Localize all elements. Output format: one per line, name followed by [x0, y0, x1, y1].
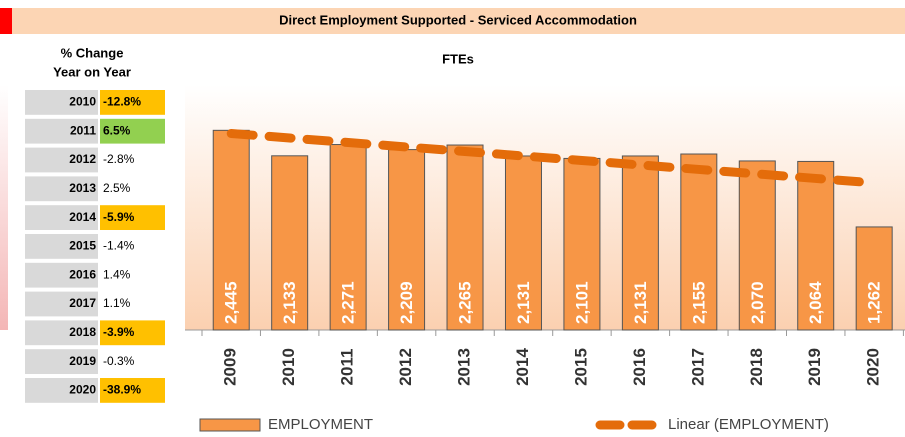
x-tick-label: 2016 — [630, 348, 649, 386]
trend-line — [226, 129, 879, 188]
x-tick-label: 2015 — [571, 348, 590, 386]
value-label: 1,262 — [865, 281, 884, 324]
year-label: 2012 — [69, 152, 96, 166]
change-label: -38.9% — [103, 383, 141, 397]
x-tick-label: 2010 — [279, 348, 298, 386]
change-label: -2.8% — [103, 152, 135, 166]
value-label: 2,070 — [748, 281, 767, 324]
year-label: 2017 — [69, 296, 96, 310]
value-label: 2,131 — [631, 281, 650, 324]
x-tick-label: 2013 — [455, 348, 474, 386]
bar — [504, 155, 542, 331]
year-cell — [25, 205, 98, 230]
value-label: 2,445 — [222, 281, 241, 324]
change-cell — [100, 378, 165, 403]
x-tick-label: 2017 — [688, 348, 707, 386]
change-cell — [100, 118, 165, 144]
bar — [446, 144, 484, 331]
change-cell — [100, 205, 165, 230]
x-tick-label: 2018 — [747, 348, 766, 386]
header-title: Direct Employment Supported - Serviced A… — [279, 12, 637, 27]
year-cell — [25, 90, 98, 115]
value-label: 2,155 — [689, 281, 708, 324]
change-label: 1.4% — [103, 267, 131, 281]
header-bar — [12, 8, 905, 34]
year-label: 2019 — [69, 354, 96, 368]
change-label: 2.5% — [103, 181, 131, 195]
bar — [388, 149, 426, 331]
year-cell — [25, 234, 98, 259]
year-cell — [25, 320, 98, 346]
bar — [855, 226, 893, 331]
chart-title: FTEs — [442, 51, 474, 66]
table-title: % Change — [61, 45, 124, 60]
change-label: -1.4% — [103, 239, 135, 253]
change-label: -5.9% — [103, 210, 135, 224]
x-tick-label: 2011 — [338, 349, 357, 386]
year-cell — [25, 378, 98, 403]
legend-label: Linear (EMPLOYMENT) — [668, 416, 829, 433]
year-label: 2014 — [69, 210, 96, 224]
value-label: 2,271 — [339, 281, 358, 324]
x-tick-label: 2009 — [221, 348, 240, 386]
year-label: 2018 — [69, 325, 96, 339]
x-tick-label: 2012 — [396, 348, 415, 386]
year-label: 2020 — [69, 383, 96, 397]
value-label: 2,131 — [514, 281, 533, 324]
legend-swatch — [199, 418, 261, 432]
bar — [680, 153, 718, 331]
value-label: 2,064 — [806, 281, 825, 324]
value-label: 2,265 — [456, 281, 475, 324]
x-tick-label: 2019 — [805, 348, 824, 386]
legend-label: EMPLOYMENT — [268, 416, 373, 433]
change-label: 6.5% — [103, 123, 131, 137]
value-label: 2,133 — [280, 281, 299, 324]
year-cell — [25, 118, 98, 144]
change-label: -12.8% — [103, 95, 141, 109]
year-cell — [25, 176, 98, 202]
change-label: -3.9% — [103, 325, 135, 339]
table-title: Year on Year — [53, 64, 131, 79]
year-label: 2015 — [69, 239, 96, 253]
bar — [797, 160, 835, 331]
x-tick-label: 2014 — [513, 348, 532, 386]
bar — [329, 144, 367, 331]
year-cell — [25, 291, 98, 317]
year-label: 2013 — [69, 181, 96, 195]
year-label: 2016 — [69, 267, 96, 281]
change-label: -0.3% — [103, 354, 135, 368]
value-label: 2,101 — [572, 281, 591, 324]
year-label: 2010 — [69, 95, 96, 109]
change-label: 1.1% — [103, 296, 131, 310]
side-strip — [0, 85, 8, 330]
year-label: 2011 — [70, 123, 96, 137]
x-tick-label: 2020 — [864, 348, 883, 386]
bar — [271, 155, 309, 331]
year-cell — [25, 147, 98, 173]
bar — [738, 160, 776, 331]
change-cell — [100, 90, 165, 115]
bar — [212, 129, 250, 331]
value-label: 2,209 — [397, 281, 416, 324]
bar — [563, 157, 601, 331]
year-cell — [25, 262, 98, 288]
change-cell — [100, 320, 165, 346]
red-marker — [0, 8, 12, 34]
bar — [621, 155, 659, 331]
year-cell — [25, 349, 98, 374]
